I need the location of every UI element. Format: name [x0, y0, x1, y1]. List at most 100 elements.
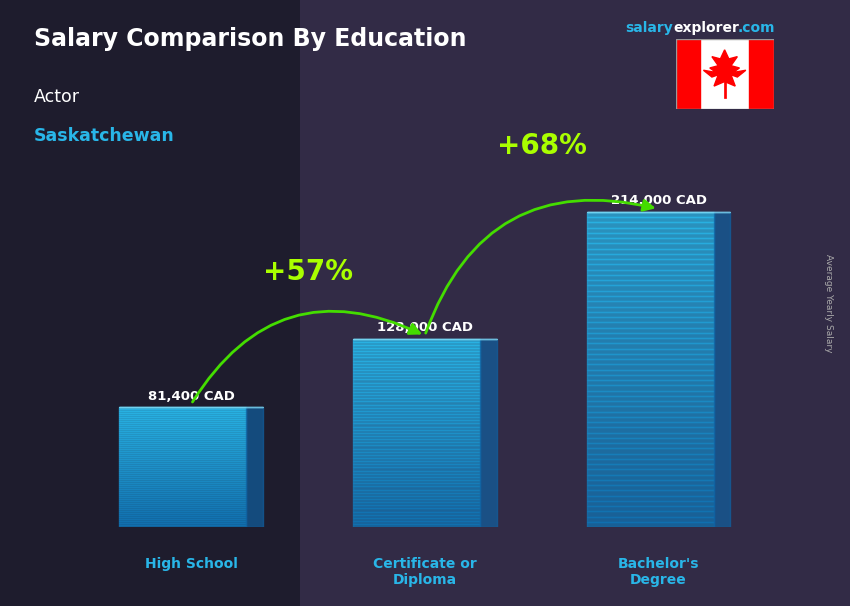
Bar	[119, 429, 246, 431]
Bar	[586, 254, 714, 259]
Bar	[586, 474, 714, 480]
Bar	[353, 487, 480, 490]
Polygon shape	[704, 50, 745, 86]
Bar	[353, 490, 480, 493]
Text: Certificate or
Diploma: Certificate or Diploma	[373, 557, 477, 587]
Bar	[586, 454, 714, 459]
Bar	[119, 423, 246, 425]
Bar	[119, 411, 246, 413]
Bar	[586, 317, 714, 322]
Bar	[586, 485, 714, 490]
Bar	[353, 370, 480, 373]
Bar	[353, 505, 480, 508]
Bar	[586, 301, 714, 307]
Bar	[119, 438, 246, 439]
Bar	[353, 483, 480, 487]
Bar	[353, 411, 480, 414]
Bar	[586, 422, 714, 427]
Bar	[586, 411, 714, 417]
Bar	[586, 359, 714, 364]
Bar	[586, 364, 714, 370]
Bar	[119, 455, 246, 458]
Bar	[353, 367, 480, 370]
Bar	[353, 524, 480, 527]
Bar	[586, 244, 714, 248]
Bar	[353, 496, 480, 499]
Bar	[119, 525, 246, 527]
Bar	[353, 355, 480, 358]
Bar	[586, 407, 714, 411]
Text: salary: salary	[625, 21, 672, 35]
Bar	[119, 518, 246, 519]
Bar	[353, 477, 480, 480]
Bar	[119, 439, 246, 441]
Bar	[353, 461, 480, 464]
Bar	[353, 471, 480, 474]
Bar	[586, 212, 714, 217]
Bar	[119, 435, 246, 438]
Bar	[119, 418, 246, 419]
Bar	[353, 502, 480, 505]
Bar	[119, 467, 246, 469]
Bar	[586, 348, 714, 354]
Bar	[586, 222, 714, 228]
Bar	[119, 475, 246, 478]
Bar	[586, 217, 714, 222]
Bar	[353, 351, 480, 355]
Bar	[586, 396, 714, 401]
Bar	[353, 361, 480, 364]
Bar	[586, 343, 714, 348]
Bar	[353, 421, 480, 424]
Bar	[353, 442, 480, 445]
Bar	[586, 401, 714, 407]
Bar	[353, 345, 480, 348]
Bar	[353, 386, 480, 389]
Bar	[353, 414, 480, 417]
Bar	[119, 503, 246, 505]
Bar	[586, 459, 714, 464]
Bar	[586, 259, 714, 264]
Bar	[119, 491, 246, 493]
Bar	[586, 464, 714, 470]
Bar	[353, 424, 480, 427]
Bar	[119, 447, 246, 449]
Bar	[586, 501, 714, 506]
Bar	[353, 405, 480, 408]
Bar	[119, 441, 246, 443]
Bar	[119, 501, 246, 503]
Bar	[586, 311, 714, 317]
Bar	[119, 495, 246, 498]
Bar	[119, 521, 246, 523]
Bar	[353, 511, 480, 514]
Text: Average Yearly Salary: Average Yearly Salary	[824, 254, 833, 352]
Bar	[353, 339, 480, 342]
Bar	[119, 433, 246, 435]
Bar	[353, 408, 480, 411]
Bar	[119, 443, 246, 445]
Bar	[119, 505, 246, 507]
Bar	[586, 248, 714, 254]
Bar	[353, 499, 480, 502]
Bar	[119, 419, 246, 421]
Bar	[119, 445, 246, 447]
Text: Bachelor's
Degree: Bachelor's Degree	[618, 557, 700, 587]
Bar	[353, 348, 480, 351]
Bar	[353, 364, 480, 367]
Bar	[119, 478, 246, 479]
Bar	[353, 430, 480, 433]
Bar	[353, 398, 480, 402]
Text: Saskatchewan: Saskatchewan	[34, 127, 175, 145]
Bar	[119, 487, 246, 489]
Bar	[586, 322, 714, 327]
Text: Actor: Actor	[34, 88, 80, 106]
Bar	[119, 493, 246, 495]
Text: explorer: explorer	[673, 21, 739, 35]
Bar	[119, 453, 246, 455]
Bar	[586, 354, 714, 359]
Bar	[353, 402, 480, 405]
Bar	[119, 425, 246, 427]
Bar	[353, 376, 480, 379]
Bar	[586, 496, 714, 501]
Bar	[353, 436, 480, 439]
Bar	[586, 385, 714, 391]
